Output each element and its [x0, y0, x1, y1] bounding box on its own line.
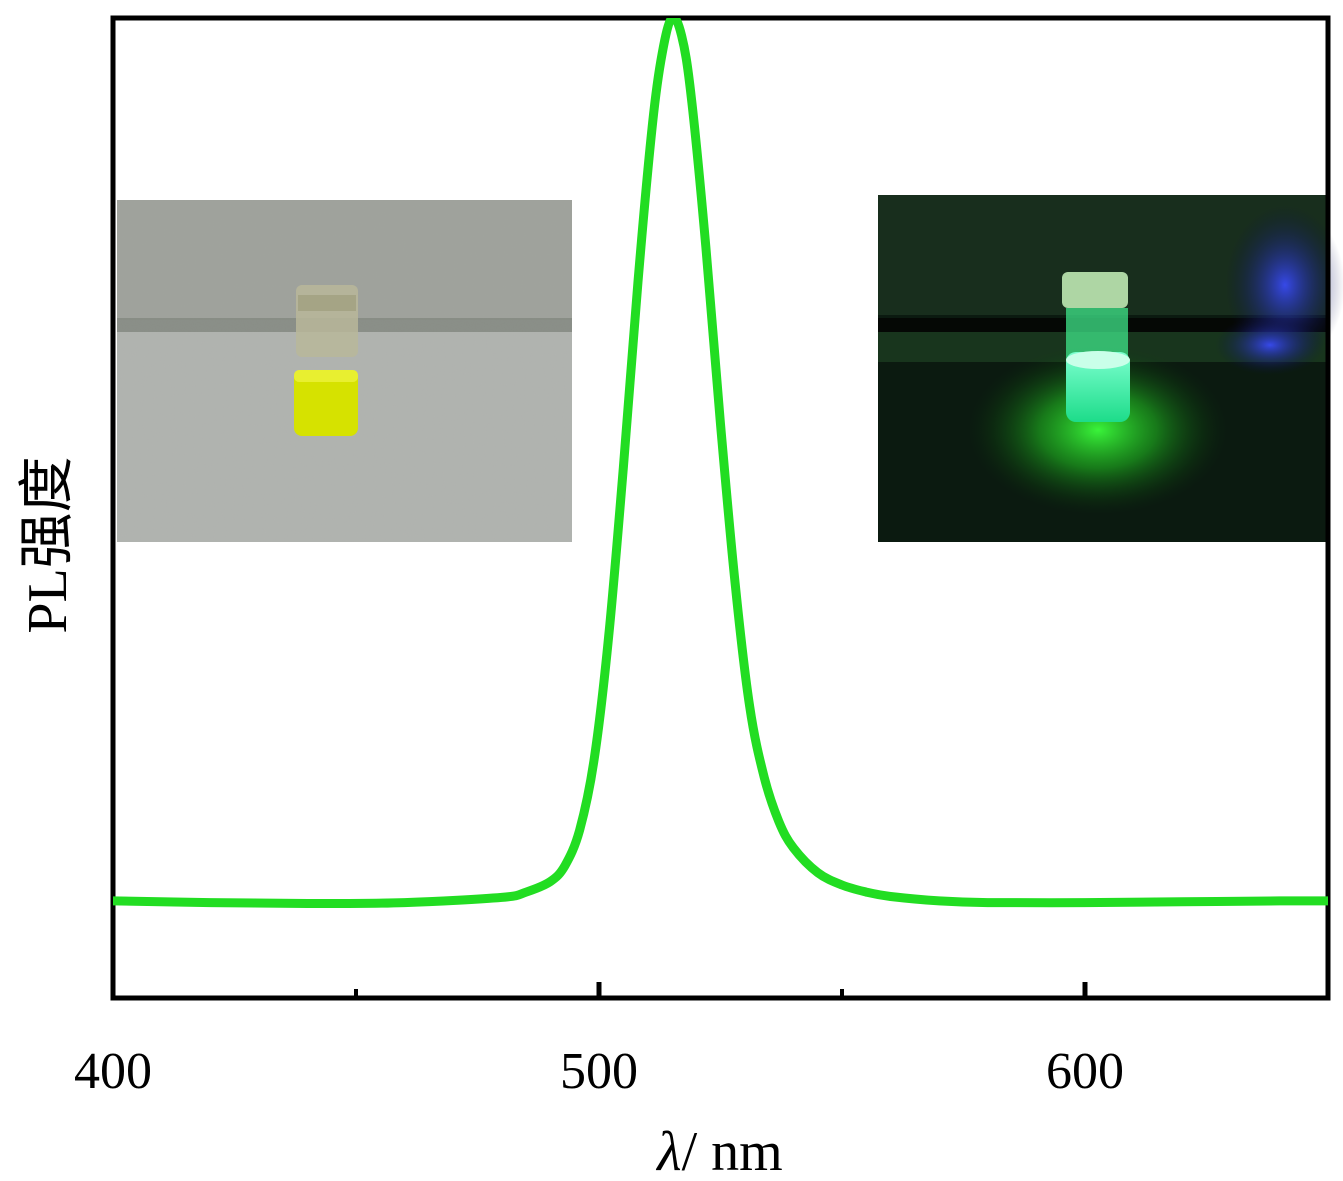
- inset-photo-uv: [878, 195, 1343, 542]
- x-tick-label-400: 400: [74, 1043, 152, 1100]
- pl-spectrum-line: [113, 18, 1328, 909]
- plot-frame: [110, 15, 1331, 1001]
- x-tick-label-600: 600: [1046, 1043, 1124, 1100]
- x-axis-ticks: [110, 982, 1088, 998]
- x-axis-title: λ/ nm: [655, 1121, 782, 1181]
- x-axis-title-symbol: λ: [655, 1121, 681, 1181]
- x-axis-tick-labels: 400 500 600: [74, 1043, 1124, 1100]
- x-axis-title-unit: / nm: [682, 1121, 783, 1181]
- y-axis-title: PL强度: [17, 456, 79, 633]
- inset-photo-daylight: [117, 200, 572, 542]
- x-tick-label-500: 500: [560, 1043, 638, 1100]
